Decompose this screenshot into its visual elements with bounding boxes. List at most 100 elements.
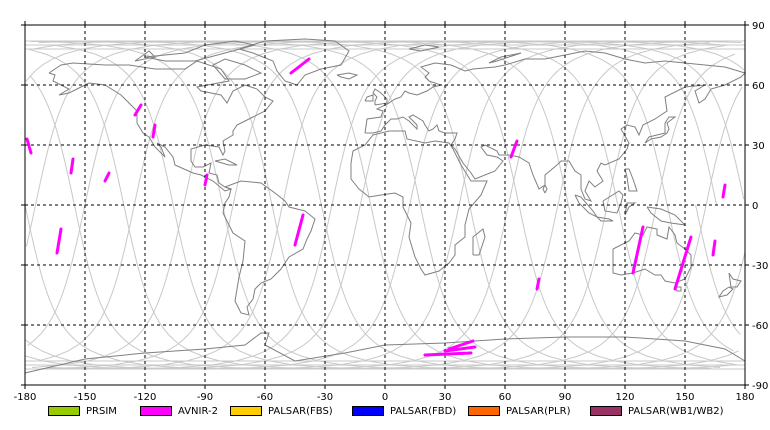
coastline — [134, 50, 157, 62]
legend-label-palsar-plr: PALSAR(PLR) — [506, 405, 571, 417]
observation-footprints — [25, 57, 727, 357]
coastline — [222, 180, 316, 316]
orbit-track-line — [419, 204, 739, 370]
legend-label-palsar-wb: PALSAR(WB1/WB2) — [628, 405, 724, 417]
coastline — [214, 158, 238, 166]
avnir2-footprint — [631, 225, 645, 275]
coastline — [350, 130, 488, 276]
lat-tick-label: 60 — [752, 81, 765, 92]
avnir2-footprint — [535, 277, 541, 291]
legend-swatch-palsar-wb — [590, 406, 622, 416]
avnir2-footprint — [151, 123, 157, 139]
coastline — [408, 44, 440, 52]
lon-tick-label: 30 — [439, 392, 452, 403]
lon-tick-label: 0 — [382, 392, 388, 403]
legend: PRSIM AVNIR-2 PALSAR(FBS) PALSAR(FBD) PA… — [48, 404, 768, 422]
orbit-track-line — [25, 40, 372, 206]
lon-tick-label: -150 — [74, 392, 97, 403]
coastline — [717, 286, 734, 298]
axis-ticks — [21, 21, 749, 389]
lat-tick-label: 30 — [752, 141, 765, 152]
avnir2-footprint — [55, 227, 63, 255]
avnir2-footprint — [133, 103, 143, 117]
coastline — [48, 60, 274, 192]
avnir2-footprint — [443, 345, 477, 353]
avnir2-footprint — [289, 57, 311, 75]
coastline — [364, 50, 746, 202]
orbit-track-line — [25, 40, 421, 247]
coastline — [212, 58, 263, 80]
orbit-track-line — [31, 40, 322, 206]
orbit-track-line — [73, 40, 726, 370]
orbit-track-line — [567, 204, 721, 368]
legend-item-palsar-fbs: PALSAR(FBS) — [230, 404, 333, 418]
orbit-track-line — [123, 40, 742, 370]
lon-tick-label: 90 — [559, 392, 572, 403]
avnir2-footprint — [69, 157, 75, 175]
legend-swatch-palsar-fbs — [230, 406, 262, 416]
coastline — [624, 202, 637, 216]
legend-label-palsar-fbd: PALSAR(FBD) — [390, 405, 457, 417]
avnir2-footprint — [103, 171, 111, 183]
orbit-track-line — [28, 48, 125, 206]
coastline — [644, 116, 677, 144]
coastline — [646, 206, 687, 226]
coastline — [574, 194, 599, 219]
lon-tick-label: 150 — [675, 392, 694, 403]
orbit-track-line — [695, 204, 741, 335]
avnir2-footprint — [721, 183, 727, 199]
avnir2-footprint — [423, 351, 473, 357]
orbit-track-line — [24, 40, 745, 370]
orbit-track-line — [29, 75, 75, 206]
coastline — [488, 52, 522, 64]
lat-tick-label: 0 — [752, 201, 758, 212]
legend-item-palsar-wb: PALSAR(WB1/WB2) — [590, 404, 724, 418]
lon-tick-label: -180 — [14, 392, 37, 403]
avnir2-footprint — [25, 137, 33, 155]
orbit-track-line — [320, 86, 743, 370]
lon-tick-label: -30 — [317, 392, 333, 403]
lon-tick-label: 180 — [735, 392, 754, 403]
avnir2-footprint — [711, 239, 717, 257]
legend-item-palsar-plr: PALSAR(PLR) — [468, 404, 570, 418]
orbit-track-line — [617, 204, 737, 366]
legend-swatch-palsar-fbd — [352, 406, 384, 416]
graticule — [25, 25, 745, 385]
legend-label-prsim: PRSIM — [86, 405, 117, 417]
coastline — [336, 72, 359, 80]
legend-swatch-prsim — [48, 406, 80, 416]
avnir2-footprint — [509, 139, 519, 159]
lon-tick-label: -90 — [197, 392, 213, 403]
coastline — [612, 225, 692, 284]
axis-tick-labels: -180 -150 -120 -90 -60 -30 0 30 60 90 120 150 180 90 6… — [14, 21, 769, 403]
coastline — [364, 94, 374, 102]
orbit-track-line — [38, 40, 273, 206]
avnir2-footprint — [673, 235, 693, 291]
coastline — [602, 190, 624, 214]
orbit-track-line — [32, 40, 569, 368]
orbit-track-line — [49, 40, 668, 370]
coastline — [144, 40, 256, 62]
coastline — [728, 272, 742, 288]
coastlines — [24, 38, 746, 374]
coastline — [372, 88, 388, 106]
orbit-track-line — [271, 53, 736, 370]
lon-tick-label: 60 — [499, 392, 512, 403]
coastline — [24, 332, 746, 374]
legend-swatch-avnir2 — [140, 406, 172, 416]
legend-label-palsar-fbs: PALSAR(FBS) — [268, 405, 333, 417]
legend-label-avnir2: AVNIR-2 — [178, 405, 218, 417]
legend-item-palsar-fbd: PALSAR(FBD) — [352, 404, 456, 418]
avnir2-footprint — [293, 213, 305, 247]
coastline — [542, 183, 548, 194]
coastline — [238, 38, 350, 86]
avnir2-footprint — [447, 339, 475, 351]
coastline — [624, 168, 638, 192]
lon-tick-label: -120 — [134, 392, 157, 403]
coastline — [596, 216, 614, 222]
orbit-track-line — [25, 40, 718, 370]
lat-tick-label: -30 — [752, 261, 768, 272]
lon-tick-label: 120 — [615, 392, 634, 403]
coastline — [472, 228, 486, 256]
